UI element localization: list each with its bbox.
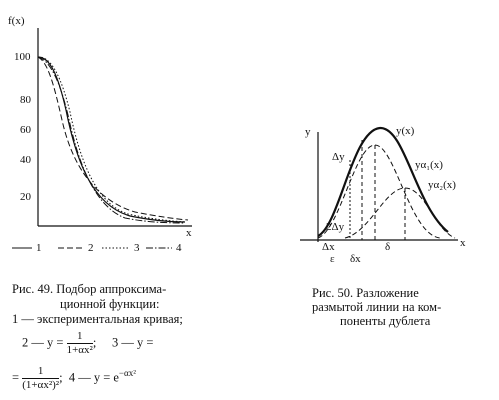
fraction: 1 1+αx² — [66, 330, 93, 357]
legend-label: 4 — [176, 242, 182, 254]
curve-1 — [37, 56, 186, 223]
component-1 — [317, 144, 441, 239]
curve-3 — [37, 56, 187, 223]
denominator: (1+αx²)² — [22, 379, 60, 391]
annotation: δx — [350, 253, 361, 265]
caption-line: Рис. 49. Подбор аппроксима- — [12, 282, 167, 296]
numerator: 1 — [66, 330, 93, 344]
y-tick-label: 40 — [20, 154, 32, 166]
fraction: 1 (1+αx²)² — [22, 365, 60, 392]
formula-label: 2 — y = — [22, 335, 64, 350]
y-tick-label: 60 — [20, 124, 32, 136]
denominator: 1+αx² — [66, 344, 93, 356]
y-tick-label: 80 — [20, 94, 32, 106]
x-axis-label: x — [460, 237, 466, 249]
annotation: 2Δy — [326, 221, 345, 233]
formula-end: ; — [59, 370, 63, 385]
caption-line: поненты дублета — [340, 314, 431, 328]
caption-line: ционной функции: — [60, 297, 160, 311]
formula-label: 4 — y = e — [68, 370, 119, 385]
curve-4 — [37, 56, 186, 224]
curve-label: yα₁(x) — [415, 159, 443, 171]
formula-label: 3 — y = — [111, 335, 154, 350]
sum-curve — [317, 126, 449, 237]
y-axis-label: y — [305, 126, 311, 138]
formula: = 1 (1+αx²)²; 4 — y = e−αx² — [12, 365, 136, 392]
caption-line: 1 — экспериментальная кривая; — [12, 312, 183, 326]
annotation: ε — [330, 253, 335, 265]
x-axis-label: x — [186, 227, 192, 239]
formula-continuation: = — [12, 370, 20, 385]
curve-2 — [37, 56, 189, 221]
y-tick-label: 100 — [14, 51, 31, 63]
formula: 2 — y = 1 1+αx²; 3 — y = — [22, 330, 153, 357]
y-axis-label: f(x) — [8, 15, 25, 27]
formula-end: ; — [92, 335, 97, 350]
caption-line: размытой линии на ком- — [312, 300, 442, 314]
numerator: 1 — [22, 365, 60, 379]
figure-49: f(x) x 100 80 60 40 20 1 2 3 4 — [8, 15, 192, 254]
y-tick-label: 20 — [20, 191, 32, 203]
curve-label: y(x) — [396, 125, 415, 137]
curve-label: yα₂(x) — [428, 179, 456, 191]
legend-label: 1 — [36, 242, 42, 254]
legend-label: 2 — [88, 242, 94, 254]
legend-label: 3 — [134, 242, 140, 254]
exponent: −αx² — [118, 368, 136, 379]
caption-line: Рис. 50. Разложение — [312, 286, 419, 300]
figure-50: y x y(x) yα₁(x) yα₂(x) Δy 2Δy Δx ε δx δ — [300, 125, 466, 265]
annotation: Δx — [322, 241, 335, 253]
annotation: Δy — [332, 151, 345, 163]
annotation: δ — [385, 241, 390, 253]
component-2 — [344, 187, 456, 239]
